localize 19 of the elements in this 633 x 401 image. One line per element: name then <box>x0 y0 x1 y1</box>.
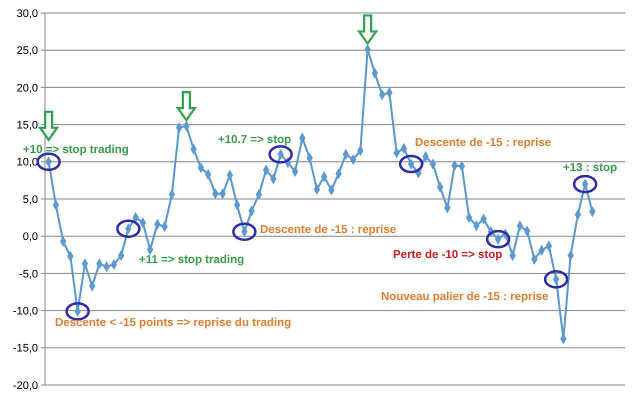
y-tick-label: -20,0 <box>12 380 38 392</box>
y-tick-label: -10,0 <box>12 305 38 318</box>
annotation: Descente de -15 : reprise <box>260 224 396 236</box>
annotation: Descente de -15 : reprise <box>415 137 552 149</box>
y-tick-label: 20,0 <box>16 82 38 94</box>
y-tick-label: 25,0 <box>16 45 38 58</box>
y-tick-label: 0,0 <box>22 231 38 244</box>
annotation: +10.7 => stop <box>218 134 292 146</box>
y-tick-label: 30,0 <box>16 8 38 20</box>
y-tick-label: -5,0 <box>19 268 38 280</box>
annotation: Perte de -10 => stop <box>393 249 502 261</box>
annotation: Nouveau palier de -15 : reprise <box>381 291 548 303</box>
y-tick-label: 5,0 <box>22 194 38 206</box>
y-tick-label: 15,0 <box>16 119 38 132</box>
y-tick-label: -15,0 <box>12 342 38 355</box>
annotation: Descente < -15 points => reprise du trading <box>55 317 292 329</box>
annotation: +13 : stop <box>563 162 618 174</box>
annotation: +11 => stop trading <box>139 254 244 266</box>
annotation: +10 => stop trading <box>23 144 129 156</box>
